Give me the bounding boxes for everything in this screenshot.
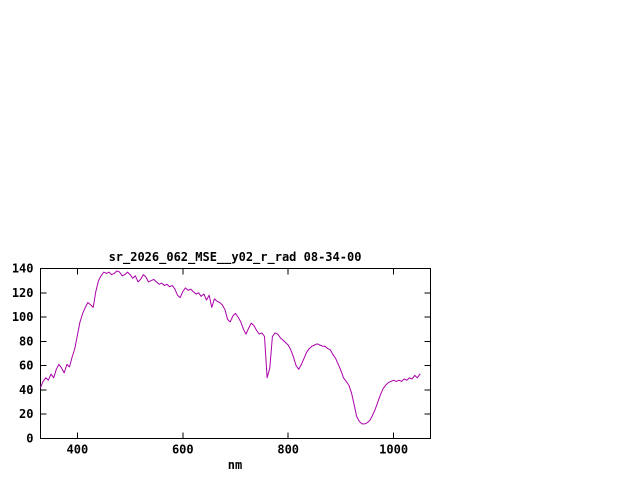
y-tick-label: 140 (12, 262, 34, 276)
y-tick-label: 60 (19, 359, 33, 373)
y-tick-label: 100 (12, 310, 34, 324)
x-tick-label: 1000 (379, 443, 408, 457)
data-line (40, 270, 421, 425)
x-axis-label: nm (227, 458, 243, 472)
x-tick-label: 600 (172, 443, 194, 457)
chart-title: sr_2026_062_MSE__y02_r_rad 08-34-00 (108, 250, 362, 264)
y-tick-label: 20 (19, 407, 33, 421)
plot-border (40, 268, 431, 439)
x-tick-label: 400 (67, 443, 89, 457)
x-tick-label: 800 (277, 443, 299, 457)
y-tick-label: 120 (12, 286, 34, 300)
y-tick-label: 40 (19, 383, 33, 397)
y-tick-label: 0 (26, 432, 33, 446)
y-tick-label: 80 (19, 334, 33, 348)
